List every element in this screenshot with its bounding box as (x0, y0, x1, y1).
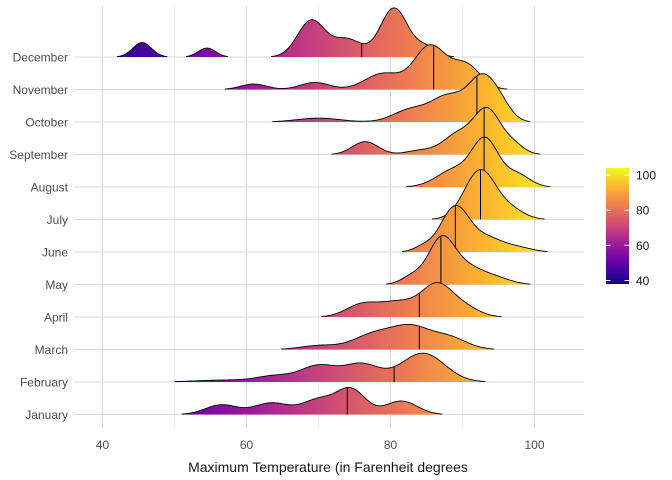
y-tick-label-september: September (9, 148, 68, 162)
x-axis-title: Maximum Temperature (in Farenheit degree… (188, 459, 468, 475)
ridge-december (116, 7, 454, 58)
ridge-november (224, 44, 508, 90)
ridge-january (181, 386, 443, 415)
ridge-outline (270, 7, 454, 58)
ridge-area (406, 137, 551, 187)
legend-tick-label: 60 (636, 239, 650, 253)
color-legend: 40 60 80 100 (606, 168, 656, 288)
y-tick-label-july: July (47, 213, 68, 227)
x-axis-labels: 40 60 80 100 (96, 438, 545, 452)
ridge-outline (331, 106, 541, 155)
ridge-outline (181, 386, 443, 415)
ridge-area (116, 42, 168, 57)
ridge-outline (116, 42, 168, 58)
ridge-outline (224, 44, 508, 90)
y-tick-label-april: April (44, 311, 68, 325)
ridge-area (272, 73, 531, 122)
ridge-outline (401, 205, 548, 252)
ridge-outline (272, 73, 531, 123)
ridge-outline (321, 282, 502, 318)
ridge-outline (386, 235, 531, 285)
ridge-area (321, 282, 502, 317)
ridge-outline (281, 323, 495, 350)
ridge-area (281, 324, 495, 350)
x-tick-label: 60 (240, 438, 254, 452)
legend-tick-label: 100 (636, 169, 656, 183)
y-axis-labels: January February March April May June July Augu… (9, 51, 68, 423)
ridge-outline (174, 352, 486, 383)
y-tick-label-november: November (13, 83, 68, 97)
ridges-layer (116, 7, 551, 415)
y-tick-label-august: August (31, 181, 69, 195)
y-tick-label-may: May (45, 278, 68, 292)
ridge-area (270, 7, 454, 57)
ridge-outline (406, 136, 551, 188)
y-tick-label-january: January (25, 408, 68, 422)
ridge-february (174, 352, 486, 383)
ridge-may (386, 235, 531, 285)
y-tick-label-october: October (25, 116, 68, 130)
x-tick-label: 40 (96, 438, 110, 452)
y-tick-label-june: June (42, 246, 68, 260)
y-tick-label-march: March (35, 343, 68, 357)
x-tick-label: 80 (384, 438, 398, 452)
x-tick-label: 100 (524, 438, 544, 452)
y-tick-label-february: February (20, 376, 68, 390)
legend-colorbar (606, 168, 629, 284)
ridge-area (174, 353, 486, 382)
ridge-april (321, 282, 502, 318)
ridge-area (186, 48, 228, 57)
ridge-march (281, 323, 495, 350)
legend-tick-label: 80 (636, 204, 650, 218)
ridge-area (386, 235, 531, 285)
legend-tick-label: 40 (636, 274, 650, 288)
ridge-outline (185, 47, 228, 57)
y-tick-label-december: December (13, 51, 68, 65)
ridge-area (224, 44, 508, 90)
